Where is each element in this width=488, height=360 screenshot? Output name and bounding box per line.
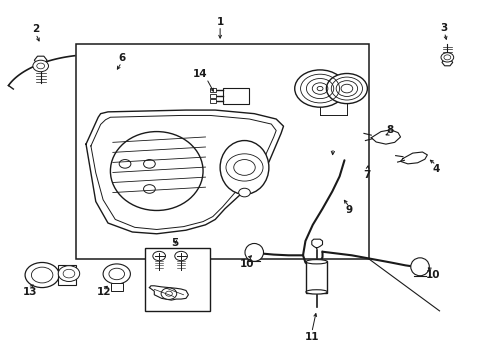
Bar [144, 248, 210, 311]
Circle shape [326, 73, 366, 104]
Ellipse shape [244, 243, 263, 261]
Circle shape [143, 159, 155, 168]
Text: 3: 3 [440, 23, 447, 33]
Text: 7: 7 [363, 170, 370, 180]
Bar [210, 99, 216, 103]
Circle shape [33, 60, 48, 72]
Text: 14: 14 [193, 69, 207, 79]
Text: 10: 10 [425, 270, 440, 280]
Text: 6: 6 [118, 53, 125, 63]
Text: 11: 11 [304, 332, 318, 342]
Circle shape [238, 188, 250, 197]
Bar [305, 261, 327, 293]
Bar [111, 283, 122, 291]
Circle shape [174, 251, 187, 261]
Circle shape [294, 70, 345, 107]
Circle shape [109, 268, 124, 280]
Text: 9: 9 [345, 206, 352, 216]
Polygon shape [86, 110, 283, 234]
Text: 5: 5 [171, 238, 179, 248]
Bar [210, 94, 216, 98]
Polygon shape [149, 286, 188, 300]
Polygon shape [91, 116, 276, 229]
Circle shape [161, 288, 176, 300]
Circle shape [143, 185, 155, 193]
Ellipse shape [305, 260, 327, 264]
Text: 4: 4 [431, 164, 439, 174]
Bar [58, 265, 76, 285]
Text: 1: 1 [216, 17, 224, 27]
Ellipse shape [220, 140, 268, 194]
Circle shape [119, 159, 131, 168]
Polygon shape [400, 152, 427, 164]
Circle shape [31, 267, 53, 283]
Text: 8: 8 [386, 125, 393, 135]
Ellipse shape [305, 290, 327, 294]
Circle shape [37, 63, 44, 69]
Circle shape [58, 266, 80, 282]
Polygon shape [370, 130, 400, 144]
Text: 12: 12 [97, 287, 112, 297]
Circle shape [153, 251, 165, 261]
Bar [76, 44, 368, 259]
Text: 10: 10 [239, 259, 254, 269]
Bar [222, 88, 249, 104]
Circle shape [25, 262, 59, 288]
Text: 13: 13 [22, 287, 37, 297]
Circle shape [440, 53, 453, 62]
Text: 2: 2 [32, 24, 40, 35]
Bar [210, 88, 216, 93]
Ellipse shape [110, 132, 203, 211]
Ellipse shape [410, 258, 428, 276]
Circle shape [103, 264, 130, 284]
Circle shape [443, 55, 450, 60]
